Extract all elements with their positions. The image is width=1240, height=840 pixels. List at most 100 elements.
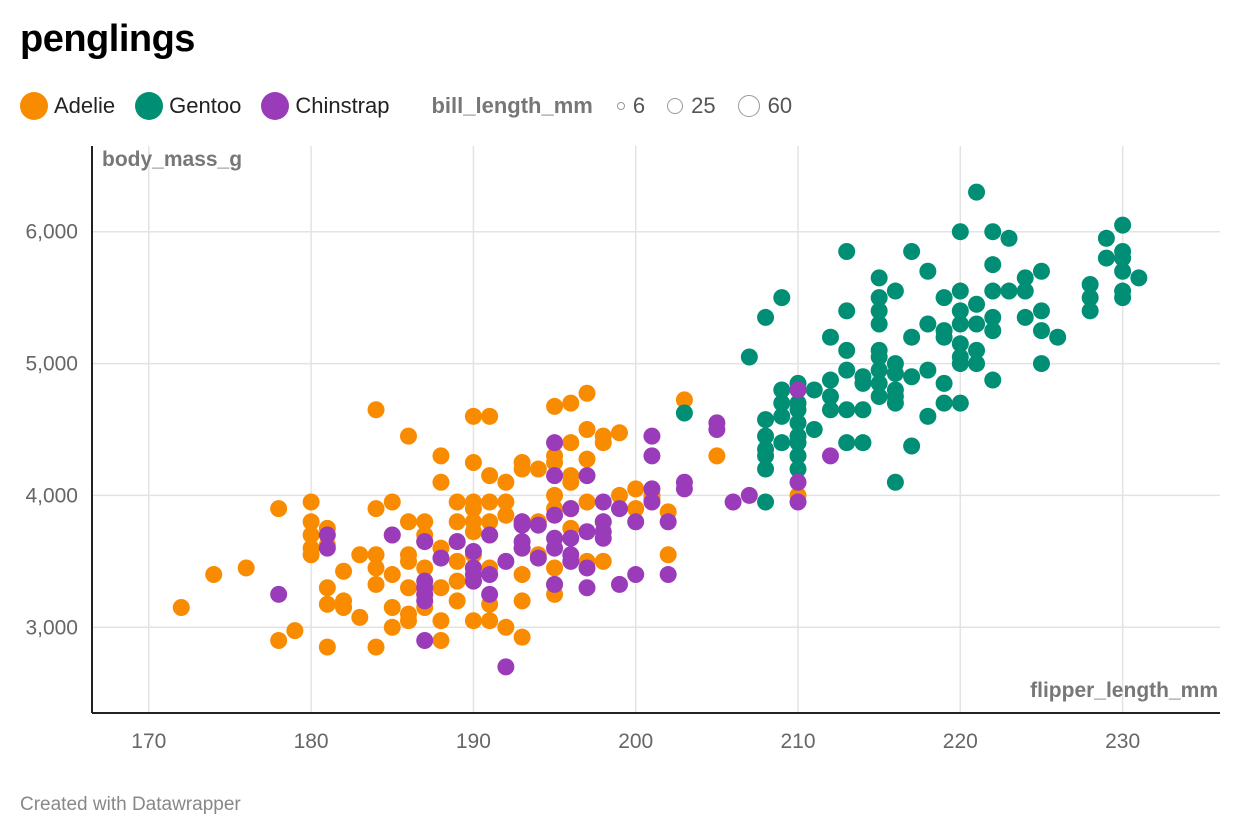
data-point-gentoo <box>1049 328 1067 346</box>
data-point-adelie <box>270 631 288 649</box>
data-point-adelie <box>464 453 482 471</box>
data-point-adelie <box>318 638 336 656</box>
data-point-gentoo <box>968 355 986 373</box>
data-point-adelie <box>610 486 628 504</box>
data-point-adelie <box>578 450 596 468</box>
footer-credit: Created with Datawrapper <box>20 794 241 815</box>
data-point-gentoo <box>854 401 872 419</box>
data-point-gentoo <box>854 374 872 392</box>
series-chinstrap <box>270 381 839 676</box>
data-point-adelie <box>708 447 726 465</box>
data-point-adelie <box>513 460 531 478</box>
x-tick-label: 180 <box>294 730 329 753</box>
data-point-adelie <box>529 460 547 478</box>
data-point-gentoo <box>984 371 1002 389</box>
data-point-adelie <box>432 579 450 597</box>
data-point-chinstrap <box>497 658 515 676</box>
data-point-adelie <box>481 493 499 511</box>
data-point-gentoo <box>984 223 1002 241</box>
data-point-gentoo <box>757 447 775 465</box>
data-point-adelie <box>513 592 531 610</box>
data-point-adelie <box>416 513 434 531</box>
x-tick-label: 190 <box>456 730 491 753</box>
data-point-chinstrap <box>448 533 466 551</box>
data-point-chinstrap <box>675 480 693 498</box>
data-point-gentoo <box>1114 249 1132 267</box>
data-point-gentoo <box>789 447 807 465</box>
data-point-adelie <box>594 552 612 570</box>
data-point-gentoo <box>870 269 888 287</box>
data-point-adelie <box>481 612 499 630</box>
data-point-gentoo <box>1130 269 1148 287</box>
data-point-gentoo <box>968 295 986 313</box>
data-point-adelie <box>367 638 385 656</box>
size-circle-small <box>616 102 625 110</box>
data-point-adelie <box>481 407 499 425</box>
data-point-gentoo <box>1081 302 1099 320</box>
data-point-chinstrap <box>740 486 758 504</box>
data-point-gentoo <box>968 183 986 201</box>
data-point-chinstrap <box>594 493 612 511</box>
data-point-chinstrap <box>416 533 434 551</box>
data-point-adelie <box>497 506 515 524</box>
data-point-chinstrap <box>529 516 547 534</box>
data-point-adelie <box>432 473 450 491</box>
data-point-adelie <box>578 384 596 402</box>
data-point-gentoo <box>870 388 888 406</box>
data-point-chinstrap <box>643 447 661 465</box>
data-point-gentoo <box>757 308 775 326</box>
data-point-gentoo <box>951 335 969 353</box>
data-point-adelie <box>497 618 515 636</box>
data-point-chinstrap <box>627 566 645 584</box>
data-point-gentoo <box>838 242 856 260</box>
size-legend-title: bill_length_mm <box>431 93 593 118</box>
data-point-adelie <box>546 397 564 415</box>
data-point-chinstrap <box>594 529 612 547</box>
data-point-chinstrap <box>513 516 531 534</box>
data-point-adelie <box>367 401 385 419</box>
data-point-chinstrap <box>659 566 677 584</box>
data-point-adelie <box>383 493 401 511</box>
size-circle-medium <box>667 98 684 114</box>
data-point-chinstrap <box>821 447 839 465</box>
data-point-gentoo <box>935 289 953 307</box>
data-point-adelie <box>399 513 417 531</box>
data-point-gentoo <box>838 302 856 320</box>
size-circle-large <box>737 95 760 117</box>
data-point-gentoo <box>757 411 775 429</box>
data-point-adelie <box>562 473 580 491</box>
data-point-gentoo <box>984 308 1002 326</box>
legend-item-chinstrap: Chinstrap <box>261 92 389 120</box>
data-point-gentoo <box>951 223 969 241</box>
data-point-gentoo <box>805 381 823 399</box>
size-legend-item-large: 60 <box>737 93 792 119</box>
y-tick-label: 3,000 <box>25 616 78 639</box>
data-point-gentoo <box>838 401 856 419</box>
data-point-gentoo <box>903 328 921 346</box>
data-point-gentoo <box>1081 275 1099 293</box>
data-point-adelie <box>627 480 645 498</box>
data-point-adelie <box>205 566 223 584</box>
data-point-adelie <box>335 562 353 580</box>
data-point-gentoo <box>870 302 888 320</box>
data-point-gentoo <box>1097 249 1115 267</box>
data-point-gentoo <box>935 328 953 346</box>
data-point-gentoo <box>821 371 839 389</box>
data-point-chinstrap <box>789 381 807 399</box>
data-point-adelie <box>659 546 677 564</box>
y-tick-label: 5,000 <box>25 353 78 376</box>
data-point-chinstrap <box>546 467 564 485</box>
data-point-gentoo <box>919 407 937 425</box>
data-point-adelie <box>399 579 417 597</box>
data-point-adelie <box>399 552 417 570</box>
data-point-adelie <box>335 599 353 617</box>
data-point-gentoo <box>1114 262 1132 280</box>
data-point-gentoo <box>870 289 888 307</box>
data-point-adelie <box>318 579 336 597</box>
x-tick-label: 210 <box>780 730 815 753</box>
data-point-gentoo <box>1081 289 1099 307</box>
data-point-adelie <box>448 552 466 570</box>
data-point-chinstrap <box>497 552 515 570</box>
data-point-adelie <box>399 612 417 630</box>
